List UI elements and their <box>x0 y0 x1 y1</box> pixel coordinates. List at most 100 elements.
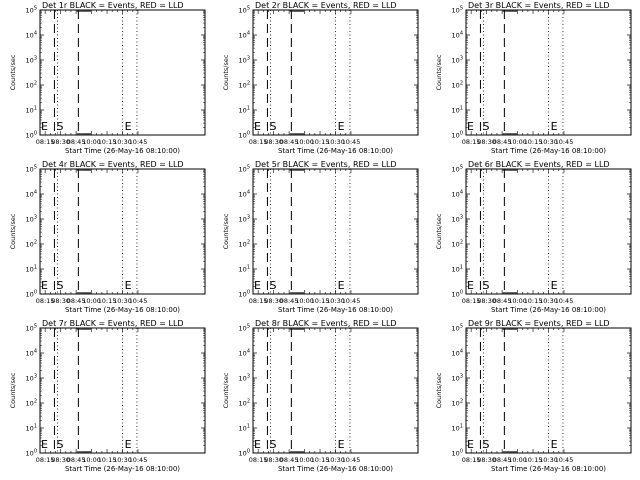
start-marker-label: S <box>56 120 63 133</box>
plot-frame <box>465 168 632 295</box>
x-axis-label: Start Time (26-May-16 08:10:00) <box>491 306 606 314</box>
y-tick-label: 100 <box>452 449 463 458</box>
x-tick-label: 10:00 <box>508 138 527 146</box>
y-tick-label: 102 <box>239 81 250 90</box>
x-tick-label: 10:30 <box>113 138 132 146</box>
x-tick-label: 10:00 <box>295 297 314 305</box>
y-tick-label: 105 <box>239 165 250 174</box>
x-tick-label: 10:15 <box>98 297 117 305</box>
end-marker-label: E <box>125 120 132 133</box>
y-axis-label: Counts/sec <box>222 213 230 249</box>
x-tick-label: 08:30 <box>51 138 70 146</box>
y-axis-label: Counts/sec <box>435 54 443 90</box>
x-tick-label: 08:45 <box>493 138 512 146</box>
y-tick-label: 100 <box>239 449 250 458</box>
x-tick-label: 08:15 <box>36 456 55 464</box>
y-tick-label: 105 <box>26 6 37 15</box>
y-tick-label: 100 <box>26 131 37 140</box>
y-tick-label: 103 <box>239 56 250 65</box>
x-tick-label: 08:45 <box>67 138 86 146</box>
x-tick-label: 10:45 <box>129 138 148 146</box>
panel-title: Det 1r BLACK = Events, RED = LLD <box>42 1 184 10</box>
x-tick-label: 10:00 <box>508 297 527 305</box>
panel-title: Det 6r BLACK = Events, RED = LLD <box>468 160 610 169</box>
y-tick-label: 101 <box>452 265 463 274</box>
plot-frame <box>465 327 632 454</box>
x-tick-label: 08:30 <box>477 297 496 305</box>
y-tick-label: 104 <box>239 349 250 358</box>
x-tick-label: 10:45 <box>342 297 361 305</box>
left-edge-e-label: E <box>467 438 474 451</box>
y-tick-label: 102 <box>452 81 463 90</box>
y-tick-label: 102 <box>239 240 250 249</box>
x-tick-label: 10:15 <box>311 297 330 305</box>
y-tick-label: 100 <box>452 290 463 299</box>
x-tick-label: 08:30 <box>477 138 496 146</box>
x-tick-label: 10:15 <box>524 456 543 464</box>
y-tick-label: 102 <box>452 240 463 249</box>
x-tick-label: 10:00 <box>295 138 314 146</box>
y-tick-label: 103 <box>452 215 463 224</box>
panel-title: Det 3r BLACK = Events, RED = LLD <box>468 1 610 10</box>
x-axis-label: Start Time (26-May-16 08:10:00) <box>65 306 180 314</box>
x-tick-label: 10:30 <box>539 138 558 146</box>
panel-title: Det 8r BLACK = Events, RED = LLD <box>255 319 397 328</box>
x-tick-label: 10:30 <box>326 456 345 464</box>
x-axis-label: Start Time (26-May-16 08:10:00) <box>65 147 180 155</box>
y-tick-label: 103 <box>452 56 463 65</box>
chart-panel-5: Det 5r BLACK = Events, RED = LLD 100 101 10… <box>222 160 419 314</box>
start-marker-label: S <box>482 438 489 451</box>
x-tick-label: 10:45 <box>342 138 361 146</box>
y-tick-label: 104 <box>452 349 463 358</box>
x-tick-label: 10:30 <box>326 297 345 305</box>
y-tick-label: 100 <box>452 131 463 140</box>
x-tick-label: 10:00 <box>82 456 101 464</box>
x-tick-label: 10:00 <box>295 456 314 464</box>
chart-panel-6: Det 6r BLACK = Events, RED = LLD 100 101 10… <box>435 160 632 314</box>
y-tick-label: 100 <box>239 290 250 299</box>
y-tick-label: 102 <box>26 399 37 408</box>
plot-frame <box>465 9 632 136</box>
x-tick-label: 08:45 <box>493 297 512 305</box>
y-tick-label: 101 <box>452 106 463 115</box>
chart-panel-7: Det 7r BLACK = Events, RED = LLD 100 101 10… <box>9 319 206 473</box>
x-tick-label: 10:00 <box>82 297 101 305</box>
x-tick-label: 10:30 <box>113 297 132 305</box>
x-tick-label: 08:30 <box>264 456 283 464</box>
x-tick-label: 10:15 <box>311 456 330 464</box>
x-tick-label: 08:15 <box>462 138 481 146</box>
x-tick-label: 10:30 <box>113 456 132 464</box>
y-tick-label: 102 <box>239 399 250 408</box>
x-axis-label: Start Time (26-May-16 08:10:00) <box>65 465 180 473</box>
y-axis-label: Counts/sec <box>222 372 230 408</box>
x-tick-label: 08:15 <box>249 138 268 146</box>
end-marker-label: E <box>338 279 345 292</box>
x-axis-label: Start Time (26-May-16 08:10:00) <box>278 465 393 473</box>
x-tick-label: 08:45 <box>280 138 299 146</box>
x-tick-label: 08:30 <box>51 297 70 305</box>
y-tick-label: 100 <box>26 449 37 458</box>
y-tick-label: 101 <box>26 424 37 433</box>
left-edge-e-label: E <box>41 279 48 292</box>
end-marker-label: E <box>551 279 558 292</box>
plot-frame <box>39 327 206 454</box>
left-edge-e-label: E <box>254 120 261 133</box>
y-tick-label: 104 <box>452 190 463 199</box>
y-axis-label: Counts/sec <box>9 54 17 90</box>
x-tick-label: 08:15 <box>249 456 268 464</box>
panel-title: Det 7r BLACK = Events, RED = LLD <box>42 319 184 328</box>
y-tick-label: 104 <box>26 31 37 40</box>
end-marker-label: E <box>125 438 132 451</box>
start-marker-label: S <box>482 120 489 133</box>
x-tick-label: 10:45 <box>555 138 574 146</box>
y-tick-label: 105 <box>452 6 463 15</box>
x-tick-label: 10:00 <box>508 456 527 464</box>
x-axis-label: Start Time (26-May-16 08:10:00) <box>491 465 606 473</box>
y-axis-label: Counts/sec <box>222 54 230 90</box>
x-tick-label: 10:45 <box>129 456 148 464</box>
y-tick-label: 105 <box>239 6 250 15</box>
end-marker-label: E <box>551 438 558 451</box>
y-tick-label: 105 <box>26 165 37 174</box>
chart-panel-1: Det 1r BLACK = Events, RED = LLD 100 101 10… <box>9 1 206 155</box>
